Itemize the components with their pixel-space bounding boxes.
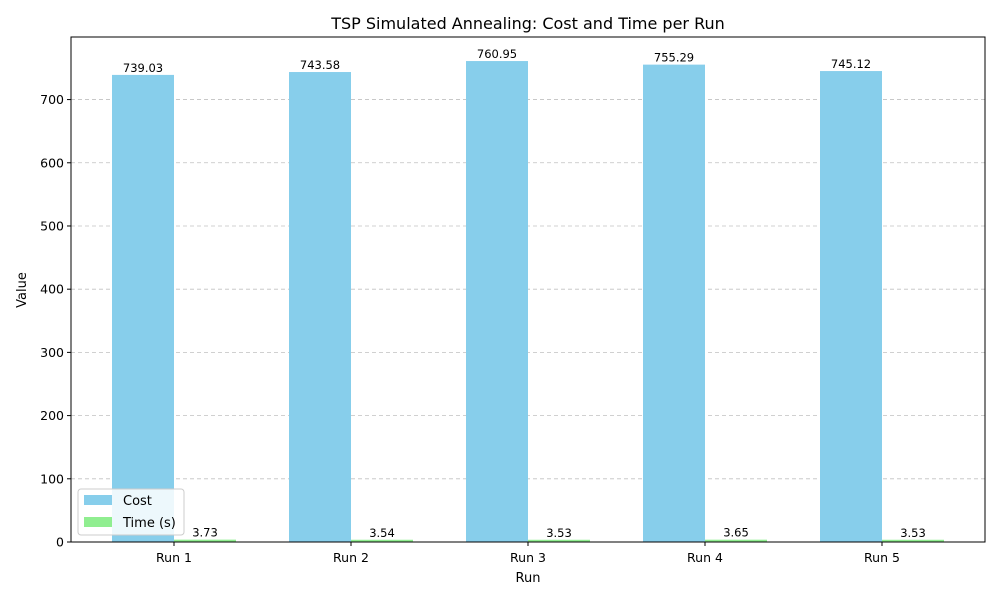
- legend-swatch-cost: [84, 495, 112, 505]
- bar-time: [705, 539, 767, 542]
- x-tick-label: Run 3: [510, 550, 546, 565]
- x-axis: Run 1 Run 2 Run 3 Run 4 Run 5: [156, 542, 900, 565]
- bars-layer: 739.03 3.73 743.58 3.54 760.95 3.53 755.29 3.65…: [112, 47, 944, 543]
- bar-time: [174, 539, 236, 542]
- y-axis: 0 100 200 300 400 500 600 700: [40, 92, 71, 550]
- y-tick-label: 200: [40, 408, 64, 423]
- y-tick-label: 700: [40, 92, 64, 107]
- legend-swatch-time: [84, 517, 112, 527]
- y-tick-label: 400: [40, 282, 64, 297]
- data-label-time: 3.54: [369, 526, 395, 540]
- y-tick-label: 300: [40, 345, 64, 360]
- data-label-cost: 745.12: [831, 57, 871, 71]
- bar-cost: [820, 71, 882, 542]
- bar-cost: [289, 72, 351, 543]
- bar-cost: [112, 74, 174, 542]
- bar-time: [351, 539, 413, 542]
- y-tick-label: 0: [56, 535, 64, 550]
- data-label-cost: 743.58: [300, 58, 340, 72]
- data-label-time: 3.65: [723, 526, 749, 540]
- data-label-time: 3.53: [546, 526, 572, 540]
- x-tick-label: Run 5: [864, 550, 900, 565]
- legend: Cost Time (s): [77, 488, 185, 536]
- y-tick-label: 600: [40, 155, 64, 170]
- x-tick-label: Run 4: [687, 550, 723, 565]
- bar-time: [528, 539, 590, 542]
- x-tick-label: Run 2: [333, 550, 369, 565]
- legend-label-time: Time (s): [122, 516, 176, 531]
- bar-cost: [643, 64, 705, 543]
- bar-time: [882, 539, 944, 542]
- data-label-cost: 755.29: [654, 51, 694, 65]
- data-label-time: 3.53: [900, 526, 926, 540]
- data-label-cost: 760.95: [477, 47, 517, 61]
- y-tick-label: 500: [40, 218, 64, 233]
- data-label-time: 3.73: [192, 526, 218, 540]
- y-axis-title: Value: [15, 272, 30, 308]
- bar-cost: [466, 61, 528, 542]
- x-axis-title: Run: [516, 571, 541, 586]
- x-tick-label: Run 1: [156, 550, 192, 565]
- legend-label-cost: Cost: [123, 494, 152, 509]
- y-tick-label: 100: [40, 471, 64, 486]
- chart-title: TSP Simulated Annealing: Cost and Time p…: [330, 14, 725, 33]
- data-label-cost: 739.03: [123, 61, 163, 75]
